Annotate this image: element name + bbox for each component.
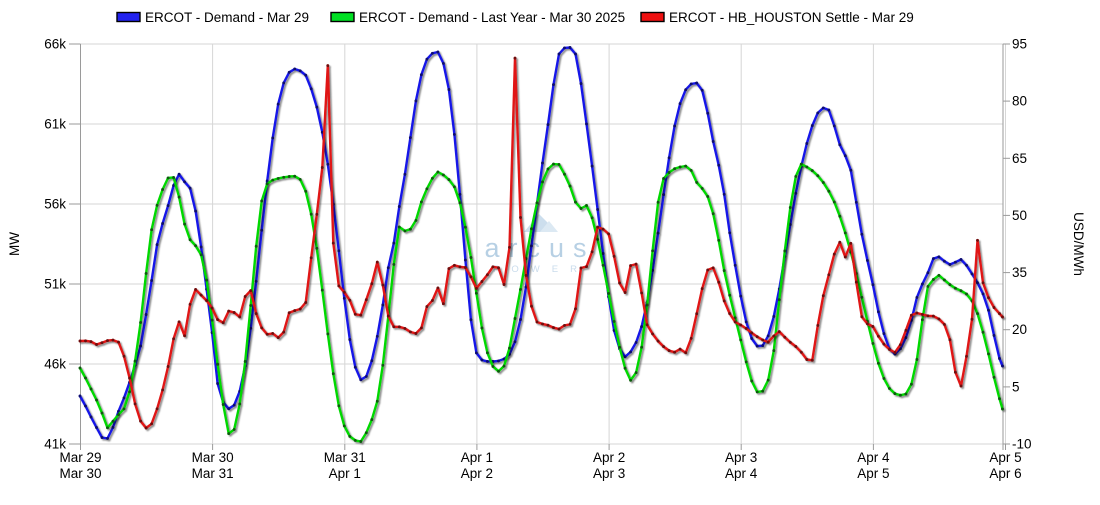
svg-text:Apr 2: Apr 2 (593, 450, 625, 465)
svg-text:Mar 30: Mar 30 (59, 466, 101, 481)
svg-text:35: 35 (1012, 265, 1027, 280)
svg-text:61k: 61k (44, 117, 66, 132)
svg-text:MW: MW (7, 232, 22, 256)
svg-text:USD/MWh: USD/MWh (1071, 212, 1086, 276)
svg-text:41k: 41k (44, 437, 66, 452)
svg-text:Mar 31: Mar 31 (324, 450, 366, 465)
svg-text:51k: 51k (44, 277, 66, 292)
svg-text:Apr 4: Apr 4 (857, 450, 890, 465)
svg-text:ERCOT - HB_HOUSTON Settle - Ma: ERCOT - HB_HOUSTON Settle - Mar 29 (669, 10, 914, 25)
svg-text:Mar 30: Mar 30 (192, 450, 234, 465)
svg-text:Mar 31: Mar 31 (192, 466, 234, 481)
svg-text:Mar 29: Mar 29 (59, 450, 101, 465)
svg-text:Apr 3: Apr 3 (593, 466, 625, 481)
svg-text:POWER: POWER (493, 264, 589, 275)
svg-text:66k: 66k (44, 37, 66, 52)
svg-text:20: 20 (1012, 322, 1027, 337)
svg-text:ERCOT - Demand - Mar 29: ERCOT - Demand - Mar 29 (145, 10, 309, 25)
svg-text:5: 5 (1012, 379, 1020, 394)
svg-text:50: 50 (1012, 208, 1027, 223)
svg-text:65: 65 (1012, 151, 1027, 166)
svg-text:Apr 5: Apr 5 (989, 450, 1021, 465)
svg-text:Apr 5: Apr 5 (857, 466, 889, 481)
svg-text:Apr 2: Apr 2 (461, 466, 493, 481)
svg-text:56k: 56k (44, 197, 66, 212)
svg-text:Apr 6: Apr 6 (989, 466, 1021, 481)
svg-text:ERCOT - Demand - Last Year - M: ERCOT - Demand - Last Year - Mar 30 2025 (359, 10, 625, 25)
svg-text:95: 95 (1012, 37, 1027, 52)
svg-text:arcus: arcus (484, 233, 595, 263)
svg-text:Apr 4: Apr 4 (725, 466, 758, 481)
svg-text:Apr 1: Apr 1 (461, 450, 493, 465)
svg-text:46k: 46k (44, 357, 66, 372)
svg-text:Apr 3: Apr 3 (725, 450, 757, 465)
svg-text:80: 80 (1012, 94, 1027, 109)
svg-text:Apr 1: Apr 1 (329, 466, 361, 481)
svg-text:-10: -10 (1012, 437, 1032, 452)
